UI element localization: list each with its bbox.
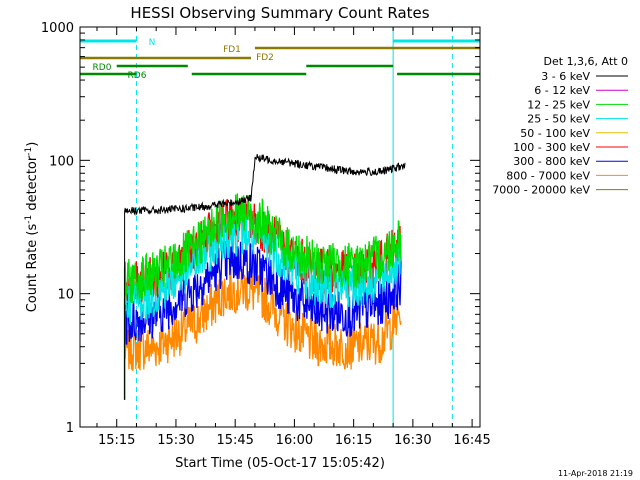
series-line-7 <box>123 266 402 400</box>
legend-label-6: 300 - 800 keV <box>513 155 590 168</box>
x-tick-label-2: 15:45 <box>216 433 253 448</box>
x-axis-label: Start Time (05-Oct-17 15:05:42) <box>175 456 385 471</box>
bar-label-rd6: RD6 <box>128 71 147 81</box>
legend-label-5: 100 - 300 keV <box>513 141 590 154</box>
legend-label-8: 7000 - 20000 keV <box>492 184 590 197</box>
x-tick-label-4: 16:15 <box>335 433 372 448</box>
y-tick-label-0: 1 <box>66 421 74 436</box>
x-tick-label-3: 16:00 <box>276 433 313 448</box>
plot-frame <box>79 26 481 428</box>
y-tick-label-3: 1000 <box>41 21 74 36</box>
legend-label-1: 6 - 12 keV <box>534 84 590 97</box>
series-line-6 <box>123 240 402 400</box>
annotation-bars: N FD1 FD2 RD0 RD6 <box>80 38 480 81</box>
x-tick-label-1: 15:30 <box>157 433 194 448</box>
y-axis-label: Count Rate (s-1 detector-1) <box>24 142 40 313</box>
series-line-0 <box>124 154 406 400</box>
legend-label-4: 50 - 100 keV <box>520 127 590 140</box>
legend-label-3: 25 - 50 keV <box>527 113 590 126</box>
bar-label-fd1: FD1 <box>223 45 241 55</box>
axis-ticks: 15:15 15:30 15:45 16:00 16:15 16:30 16:45 1 10 10… <box>41 21 491 448</box>
x-tick-label-6: 16:45 <box>453 433 490 448</box>
x-tick-label-0: 15:15 <box>98 433 135 448</box>
x-tick-label-5: 16:30 <box>394 433 431 448</box>
series-layer <box>123 154 406 400</box>
bar-label-fd2: FD2 <box>256 53 274 63</box>
chart-title: HESSI Observing Summary Count Rates <box>130 4 429 22</box>
series-line-2 <box>123 193 402 400</box>
bar-label-rd0: RD0 <box>93 63 112 73</box>
legend-label-0: 3 - 6 keV <box>541 70 590 83</box>
y-tick-label-2: 100 <box>49 154 74 169</box>
legend-label-2: 12 - 25 keV <box>527 98 590 111</box>
footer-timestamp: 11-Apr-2018 21:19 <box>558 469 633 478</box>
bar-label-n: N <box>149 38 156 48</box>
legend-title: Det 1,3,6, Att 0 <box>544 55 628 68</box>
legend-label-7: 800 - 7000 keV <box>506 169 590 182</box>
y-tick-label-1: 10 <box>57 288 74 303</box>
